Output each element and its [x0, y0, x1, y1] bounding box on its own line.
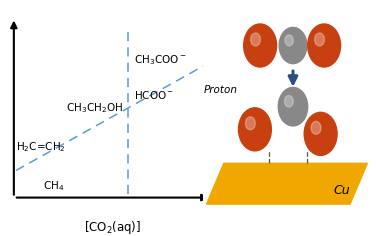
- Circle shape: [285, 96, 293, 107]
- Circle shape: [308, 24, 341, 67]
- Polygon shape: [206, 163, 367, 204]
- Text: Proton: Proton: [203, 85, 237, 95]
- Circle shape: [311, 121, 321, 134]
- Text: HCOO$^-$: HCOO$^-$: [134, 89, 174, 101]
- Circle shape: [285, 35, 293, 46]
- Circle shape: [244, 24, 276, 67]
- Text: Cu: Cu: [333, 184, 350, 197]
- Text: CH$_4$: CH$_4$: [43, 179, 65, 193]
- Text: [CO$_2$(aq)]: [CO$_2$(aq)]: [84, 219, 141, 236]
- Circle shape: [246, 117, 255, 130]
- Circle shape: [279, 27, 307, 64]
- Circle shape: [304, 112, 337, 155]
- Text: CH$_3$COO$^-$: CH$_3$COO$^-$: [134, 53, 186, 67]
- Circle shape: [238, 108, 271, 151]
- Circle shape: [315, 33, 324, 46]
- Text: H$_2$C=CH$_2$: H$_2$C=CH$_2$: [16, 140, 66, 154]
- Circle shape: [250, 33, 261, 46]
- Text: CH$_3$CH$_2$OH: CH$_3$CH$_2$OH: [67, 102, 124, 115]
- Circle shape: [278, 87, 308, 126]
